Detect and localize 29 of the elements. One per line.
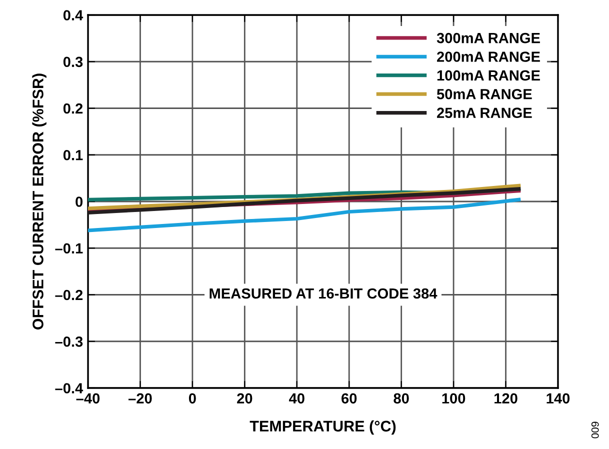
y-tick-label: 0.2	[63, 103, 83, 114]
y-axis-title: OFFSET CURRENT ERROR (%FSR)	[32, 74, 46, 330]
x-tick-label: 80	[394, 393, 409, 404]
x-tick-label: 60	[342, 393, 357, 404]
x-tick-label: –20	[128, 393, 152, 404]
x-tick-label: 40	[289, 393, 304, 404]
legend-label: 50mA RANGE	[436, 88, 532, 100]
y-tick-label: –0.1	[55, 243, 83, 254]
legend-label: 25mA RANGE	[437, 108, 532, 118]
y-tick-label: –0.4	[55, 383, 84, 394]
y-tick-label: 0.1	[63, 150, 83, 160]
line-series	[88, 198, 521, 232]
x-axis-title: TEMPERATURE (°C)	[250, 420, 396, 435]
x-tick-label: 120	[494, 393, 518, 404]
x-tick-label: 100	[442, 393, 466, 404]
legend-label: 200mA RANGE	[437, 52, 540, 62]
y-tick-label: –0.2	[55, 290, 83, 300]
text: 009	[591, 422, 599, 438]
legend-label: 300mA RANGE	[436, 32, 540, 44]
y-tick-label: 0.3	[63, 56, 83, 68]
annotation: MEASURED AT 16-BIT CODE 384	[210, 288, 438, 299]
x-tick-label: 20	[237, 393, 252, 404]
legend-label: 100mA RANGE	[437, 70, 540, 81]
y-tick-label: 0	[76, 196, 83, 207]
x-tick-label: 0	[188, 393, 196, 404]
y-tick-label: 0.4	[63, 10, 84, 20]
x-tick-label: –40	[76, 393, 100, 404]
y-tick-label: –0.3	[55, 336, 83, 347]
x-tick-label: 140	[546, 393, 570, 404]
